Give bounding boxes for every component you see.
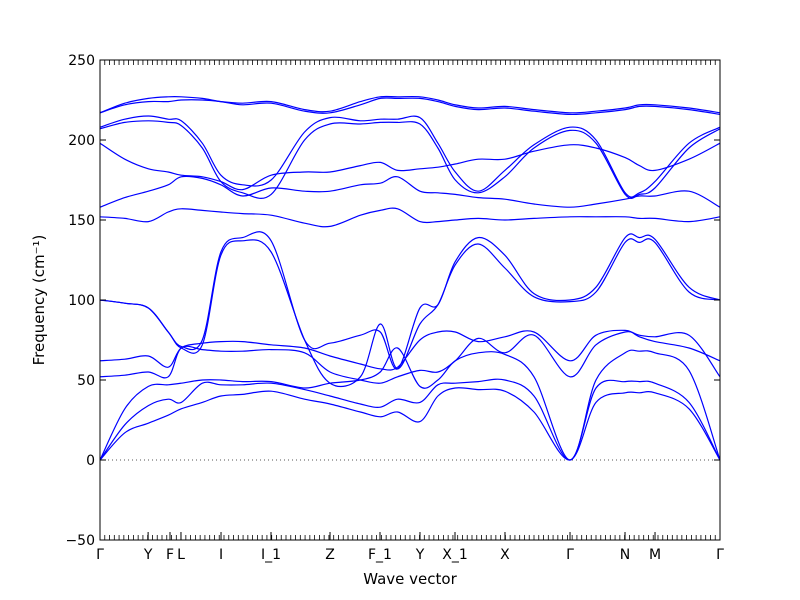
y-tick-label: 50	[77, 373, 95, 389]
x-tick-label: F	[166, 547, 174, 563]
phonon-bands	[99, 95, 721, 461]
band-line-2	[99, 378, 721, 461]
x-tick-label: F_1	[368, 547, 392, 563]
x-tick-label: I	[219, 547, 223, 563]
x-tick-label: X_1	[442, 547, 468, 563]
y-tick-label: −50	[65, 533, 95, 549]
x-axis-title: Wave vector	[363, 570, 457, 588]
band-line-9	[99, 175, 721, 208]
band-line-6	[99, 238, 721, 388]
band-line-7	[99, 231, 721, 370]
band-line-1	[99, 387, 721, 461]
x-tick-label: M	[649, 547, 661, 563]
x-tick-label: Γ	[566, 547, 574, 563]
band-line-13	[99, 97, 721, 116]
x-tick-label: Γ	[716, 547, 724, 563]
y-tick-label: 100	[68, 293, 95, 309]
x-tick-label: Y	[415, 547, 425, 563]
band-line-3	[99, 347, 721, 461]
x-axis-ticks: Γ Y F L I I_1 Z F_1 Y X_1 X Γ N M Γ	[96, 60, 724, 563]
y-tick-label: 0	[86, 453, 95, 469]
x-tick-label: I_1	[261, 547, 281, 563]
x-tick-label: Γ	[96, 547, 104, 563]
y-tick-label: 250	[68, 53, 95, 69]
band-line-5	[99, 329, 721, 371]
band-line-12	[99, 115, 721, 198]
x-tick-label: Z	[325, 547, 335, 563]
y-axis-ticks: −50 0 50 100 150 200 250	[65, 53, 720, 549]
x-tick-label: Y	[143, 547, 153, 563]
x-tick-label: X	[500, 547, 510, 563]
x-tick-label: L	[177, 547, 185, 563]
y-tick-label: 200	[68, 133, 95, 149]
band-line-8	[99, 207, 721, 228]
y-tick-label: 150	[68, 213, 95, 229]
y-axis-title: Frequency (cm⁻¹)	[30, 235, 48, 366]
band-line-4	[99, 331, 721, 384]
x-tick-label: N	[620, 547, 630, 563]
band-line-14	[99, 95, 721, 114]
band-line-10	[99, 142, 721, 191]
band-line-11	[99, 120, 721, 200]
